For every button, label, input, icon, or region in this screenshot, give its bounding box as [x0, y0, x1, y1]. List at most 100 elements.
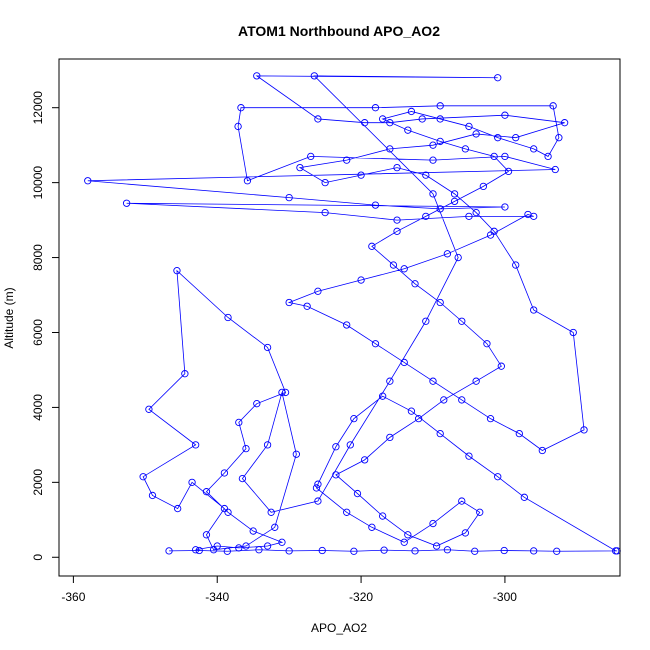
data-point: [357, 276, 365, 284]
data-point: [450, 190, 459, 198]
data-point: [353, 489, 362, 498]
data-point: [490, 152, 498, 161]
data-point: [253, 400, 261, 408]
x-tick-label: -320: [349, 590, 373, 604]
data-point: [285, 547, 293, 555]
data-point: [174, 504, 182, 513]
data-point: [371, 340, 380, 348]
data-point: [314, 115, 322, 123]
data-point: [350, 547, 358, 555]
y-axis-label: Altitude (m): [2, 287, 16, 348]
y-tick-label: 0: [31, 554, 45, 561]
data-point: [310, 72, 318, 80]
data-point: [202, 488, 211, 496]
data-point: [393, 227, 401, 235]
data-point: [242, 444, 250, 453]
x-axis-label: APO_AO2: [311, 621, 367, 635]
data-point: [267, 508, 275, 516]
data-point: [346, 441, 354, 449]
data-point: [530, 547, 538, 555]
data-point: [235, 418, 243, 427]
data-point: [422, 212, 430, 221]
data-point: [465, 452, 473, 460]
data-point: [494, 74, 502, 82]
data-point: [429, 519, 437, 528]
x-tick-label: -340: [205, 590, 229, 604]
x-axis: -360 -340 -320 -300: [61, 575, 517, 604]
data-point: [454, 253, 462, 262]
x-tick-label: -360: [61, 590, 85, 604]
data-point: [378, 115, 387, 123]
data-point: [422, 317, 430, 325]
data-point: [483, 340, 491, 348]
data-point: [122, 199, 131, 207]
data-point: [237, 104, 245, 112]
data-point: [569, 328, 577, 337]
data-point: [386, 145, 394, 153]
data-point: [436, 429, 444, 438]
data-point: [255, 546, 263, 554]
data-point: [465, 122, 473, 131]
data-point: [321, 208, 329, 217]
data-point: [465, 212, 473, 221]
data-point: [400, 358, 408, 367]
data-point: [389, 261, 398, 269]
data-point: [524, 210, 532, 219]
data-point: [188, 478, 196, 486]
data-point: [404, 531, 412, 539]
data-point: [461, 529, 470, 537]
data-point: [530, 306, 538, 314]
data-point: [213, 542, 221, 550]
data-point: [303, 302, 311, 310]
data-point: [343, 321, 351, 329]
data-point: [512, 134, 520, 142]
data-point: [386, 433, 394, 442]
data-point: [429, 141, 437, 149]
data-point: [281, 388, 290, 397]
data-point: [296, 163, 304, 172]
data-point: [343, 156, 351, 164]
y-tick-label: 6000: [31, 319, 45, 346]
data-point: [332, 471, 340, 479]
data-point: [436, 298, 444, 307]
data-point: [560, 119, 569, 127]
data-point: [429, 190, 437, 198]
data-point: [307, 152, 315, 161]
data-point: [612, 547, 620, 555]
data-point: [407, 107, 416, 116]
y-tick-label: 4000: [31, 394, 45, 421]
data-point: [235, 544, 243, 552]
data-point: [249, 527, 257, 535]
data-point: [220, 469, 229, 477]
data-point: [173, 267, 181, 275]
data-point: [530, 145, 538, 153]
data-point: [479, 182, 487, 191]
data-point: [181, 370, 189, 378]
data-point: [486, 414, 495, 423]
data-point: [278, 538, 286, 546]
data-point: [314, 287, 322, 295]
data-point: [501, 203, 509, 211]
data-point: [450, 197, 459, 206]
data-point: [404, 126, 412, 134]
data-point: [551, 165, 559, 174]
data-point: [343, 508, 351, 516]
data-point: [422, 171, 430, 179]
data-point: [314, 497, 322, 505]
data-point: [263, 542, 272, 550]
data-point: [429, 156, 437, 164]
data-point: [332, 443, 340, 451]
data-point: [494, 473, 502, 481]
data-point: [357, 171, 365, 179]
data-point: [242, 542, 250, 550]
data-point: [238, 474, 247, 483]
data-point: [253, 72, 261, 80]
data-point: [472, 377, 480, 385]
x-tick-label: -300: [493, 590, 517, 604]
data-point: [285, 193, 293, 202]
data-point: [436, 102, 444, 110]
data-point: [84, 177, 92, 185]
data-point: [544, 152, 552, 161]
data-point: [400, 265, 408, 273]
